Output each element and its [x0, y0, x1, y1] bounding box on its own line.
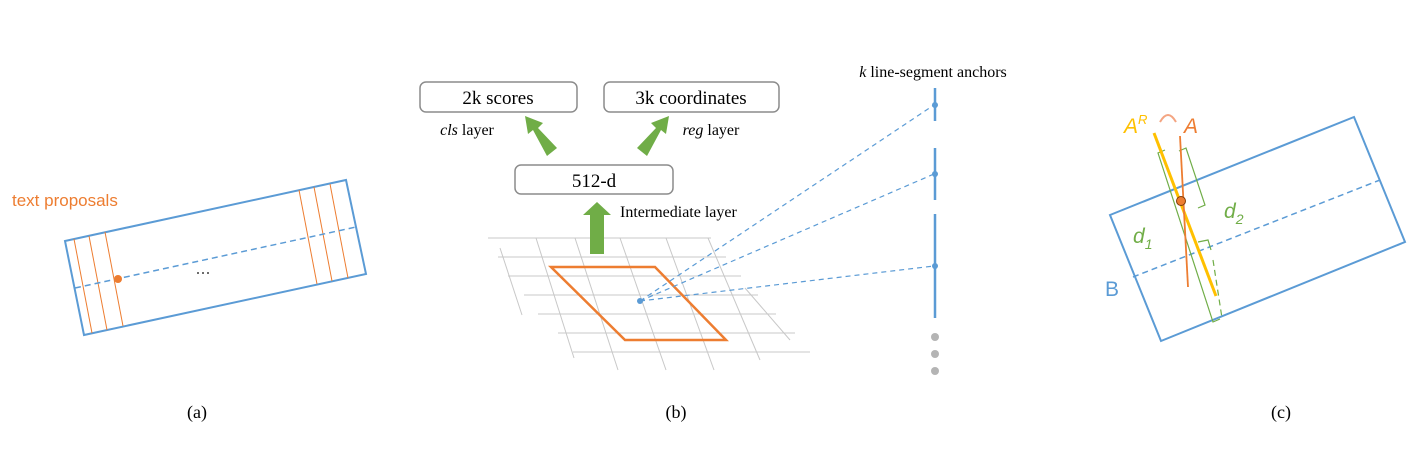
- panel-b: k line-segment anchors 2k scores 3k coor…: [419, 64, 1007, 423]
- arrow-up: [583, 202, 611, 254]
- panel-a: text proposals ... (a): [12, 178, 368, 423]
- arrow-to-cls: [525, 116, 557, 156]
- reg-layer-label: reg layer: [683, 122, 740, 139]
- label-d2-sub: 2: [1235, 211, 1244, 227]
- label-d1-sub: 1: [1145, 236, 1153, 252]
- label-d1-base: d: [1133, 225, 1146, 248]
- intersection-point: [1176, 196, 1186, 206]
- cls-layer-label: cls layer: [440, 122, 494, 139]
- caption-a: (a): [187, 402, 207, 423]
- intermediate-layer-label: Intermediate layer: [620, 204, 737, 221]
- line-A: [1179, 135, 1189, 288]
- anchors-rest: line-segment anchors: [866, 64, 1006, 81]
- scores-box-label: 2k scores: [462, 88, 533, 109]
- arrow-to-reg: [637, 116, 669, 156]
- reg-rest: layer: [703, 122, 740, 139]
- label-A: A: [1182, 115, 1198, 138]
- cls-italic: cls: [440, 122, 458, 139]
- right-angle-mark: [1197, 239, 1212, 251]
- label-d2: d2: [1224, 200, 1244, 227]
- label-AR: AR: [1122, 112, 1147, 138]
- ellipsis: ...: [195, 258, 210, 278]
- window-center-point: [637, 298, 643, 304]
- label-AR-sup: R: [1138, 112, 1147, 127]
- label-d1: d1: [1133, 225, 1152, 252]
- box-B: [1108, 115, 1407, 343]
- feature-box-label: 512-d: [572, 171, 617, 192]
- box-B-centerline: [1132, 179, 1381, 278]
- cls-rest: layer: [458, 122, 495, 139]
- coordinates-box-label: 3k coordinates: [635, 88, 746, 109]
- caption-b: (b): [666, 402, 687, 423]
- sliding-window: [547, 265, 729, 342]
- panel-c: AR A d1 d2 B (c): [1105, 112, 1407, 423]
- label-d2-base: d: [1224, 200, 1237, 223]
- center-line: [74, 226, 357, 289]
- caption-c: (c): [1271, 402, 1291, 423]
- d2-bracket: [1178, 147, 1206, 209]
- anchors-label: k line-segment anchors: [859, 64, 1007, 81]
- rotated-text-box: [63, 178, 368, 337]
- d1-bracket: [1157, 149, 1221, 323]
- more-anchors-dots: [931, 333, 939, 375]
- flow-arrows: [525, 116, 669, 254]
- label-B: B: [1105, 278, 1119, 301]
- reg-italic: reg: [683, 122, 704, 139]
- coordinates-box: [603, 81, 780, 113]
- scores-box: [419, 81, 578, 113]
- rotation-arc: [1159, 114, 1177, 123]
- center-point: [114, 275, 122, 283]
- label-AR-base: A: [1122, 115, 1138, 138]
- anchor-rays: [639, 104, 935, 302]
- anchors-k: k: [859, 64, 867, 81]
- text-proposals-label: text proposals: [12, 191, 118, 210]
- feature-map-grid: [488, 237, 810, 371]
- feature-box: [514, 164, 674, 195]
- anchor-centers: [932, 102, 938, 269]
